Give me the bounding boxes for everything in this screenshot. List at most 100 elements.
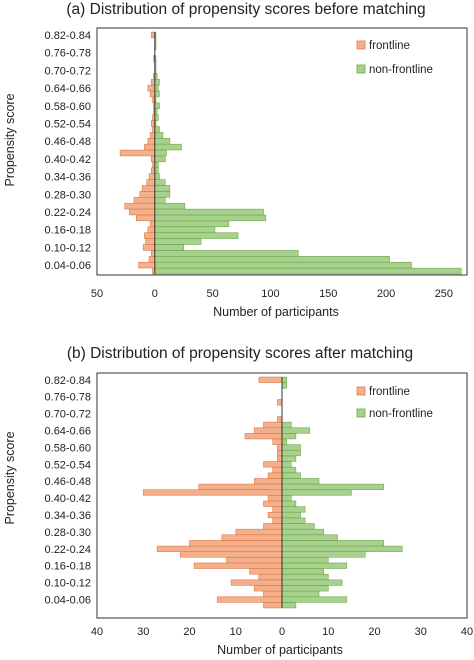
y-tick-label: 0.22-0.24 xyxy=(45,207,91,219)
bar-nonfrontline-0.42-0.44 xyxy=(281,489,352,496)
bar-nonfrontline-0.58-0.60 xyxy=(281,444,301,451)
bar-nonfrontline-0.66-0.68 xyxy=(154,78,160,86)
y-tick-label: 0.64-0.66 xyxy=(45,426,91,438)
bar-nonfrontline-0.14-0.16 xyxy=(154,232,239,239)
bar-nonfrontline-0.16-0.18 xyxy=(281,562,348,569)
x-tick-label: 150 xyxy=(319,288,337,300)
bar-nonfrontline-0.56-0.58 xyxy=(281,450,301,457)
y-tick-label: 0.40-0.42 xyxy=(45,154,91,166)
bar-frontline-0.22-0.24 xyxy=(129,208,156,216)
y-tick-label: 0.10-0.12 xyxy=(45,578,91,590)
bar-frontline-0.44-0.46 xyxy=(198,483,283,490)
chart-a-legend: frontline non-frontline xyxy=(356,40,433,76)
chart-a-x-axis-title: Number of participants xyxy=(213,305,339,319)
bar-frontline-0.48-0.50 xyxy=(267,472,283,479)
bar-nonfrontline-0.36-0.38 xyxy=(281,506,306,513)
bar-frontline-0.74-0.76 xyxy=(277,399,283,406)
bar-frontline-0.14-0.16 xyxy=(249,568,283,575)
bar-frontline-0.58-0.60 xyxy=(277,444,283,451)
bar-nonfrontline-0.32-0.34 xyxy=(154,179,166,186)
bar-nonfrontline-0.04-0.06 xyxy=(154,261,412,269)
bar-nonfrontline-0.16-0.18 xyxy=(154,226,216,233)
chart-a-title: (a) Distribution of propensity scores be… xyxy=(66,1,425,18)
bar-frontline-0.40-0.42 xyxy=(151,155,156,163)
bar-frontline-0.20-0.22 xyxy=(179,551,283,558)
chart-a-legend-swatch-frontline xyxy=(356,40,366,50)
bar-nonfrontline-0.28-0.30 xyxy=(281,528,324,535)
bar-frontline-0.34-0.36 xyxy=(148,173,156,180)
bar-nonfrontline-0.32-0.34 xyxy=(281,517,306,524)
bar-frontline-0.62-0.64 xyxy=(244,433,283,440)
chart-a-bars xyxy=(119,31,462,275)
bar-frontline-0.40-0.42 xyxy=(267,495,283,502)
bar-frontline-0.24-0.26 xyxy=(124,202,156,210)
bar-frontline-0.56-0.58 xyxy=(277,450,283,457)
chart-b-y-tick-labels: 0.04-0.06 0.10-0.12 0.16-0.18 0.22-0.24 0.28… xyxy=(45,375,91,607)
bar-nonfrontline-0.24-0.26 xyxy=(154,202,186,210)
bar-nonfrontline-0.12-0.14 xyxy=(154,238,202,245)
bar-frontline-0.52-0.54 xyxy=(151,120,156,127)
bar-nonfrontline-0.44-0.46 xyxy=(281,483,385,490)
chart-b-plot-frame xyxy=(96,372,468,619)
y-tick-label: 0.16-0.18 xyxy=(45,225,91,237)
x-tick-label: 20 xyxy=(183,626,195,638)
y-tick-label: 0.58-0.60 xyxy=(45,101,91,113)
x-tick-label: 0 xyxy=(152,288,158,300)
bar-nonfrontline-0.34-0.36 xyxy=(154,173,160,180)
chart-a: (a) Distribution of propensity scores be… xyxy=(3,1,468,319)
bar-nonfrontline-0.50-0.52 xyxy=(281,466,297,474)
bar-nonfrontline-0.28-0.30 xyxy=(154,191,171,198)
y-tick-label: 0.82-0.84 xyxy=(45,375,91,387)
bar-frontline-0.48-0.50 xyxy=(149,132,156,139)
bar-nonfrontline-0.48-0.50 xyxy=(154,132,164,139)
bar-frontline-0.44-0.46 xyxy=(144,143,156,151)
bar-nonfrontline-0.22-0.24 xyxy=(154,208,264,216)
bar-nonfrontline-0.50-0.52 xyxy=(154,126,160,133)
bar-nonfrontline-0.30-0.32 xyxy=(154,185,171,192)
bar-frontline-0.42-0.44 xyxy=(119,149,156,157)
bar-frontline-0.12-0.14 xyxy=(258,573,283,581)
bar-frontline-0.20-0.22 xyxy=(136,214,156,222)
bar-frontline-0.08-0.10 xyxy=(253,585,283,592)
bar-nonfrontline-0.08-0.10 xyxy=(281,585,329,592)
bar-nonfrontline-0.26-0.28 xyxy=(154,197,166,204)
chart-b-legend: frontline non-frontline xyxy=(356,386,433,420)
bar-nonfrontline-0.20-0.22 xyxy=(154,214,267,222)
bar-frontline-0.46-0.48 xyxy=(147,138,156,145)
bar-nonfrontline-0.62-0.64 xyxy=(154,90,160,98)
bar-frontline-0.66-0.68 xyxy=(151,78,156,86)
bar-nonfrontline-0.66-0.68 xyxy=(281,421,292,428)
x-tick-label: 40 xyxy=(91,626,103,638)
bar-nonfrontline-0.62-0.64 xyxy=(281,433,297,440)
y-tick-label: 0.70-0.72 xyxy=(45,409,91,421)
bar-frontline-0.04-0.06 xyxy=(216,596,283,603)
bar-nonfrontline-0.38-0.40 xyxy=(154,161,159,168)
bar-nonfrontline-0.14-0.16 xyxy=(281,568,324,575)
chart-a-plot-frame xyxy=(96,27,468,276)
bar-nonfrontline-0.20-0.22 xyxy=(281,551,366,558)
y-tick-label: 0.46-0.48 xyxy=(45,136,91,148)
bar-frontline-0.16-0.18 xyxy=(193,562,283,569)
bar-frontline-0.34-0.36 xyxy=(267,511,283,519)
y-tick-label: 0.04-0.06 xyxy=(45,595,91,607)
y-tick-label: 0.22-0.24 xyxy=(45,544,91,556)
y-tick-label: 0.58-0.60 xyxy=(45,442,91,454)
chart-b-title: (b) Distribution of propensity scores af… xyxy=(67,345,413,362)
bar-nonfrontline-0.04-0.06 xyxy=(281,596,348,603)
bar-nonfrontline-0.52-0.54 xyxy=(281,461,292,468)
bar-frontline-0.38-0.40 xyxy=(263,500,283,507)
bar-nonfrontline-0.06-0.08 xyxy=(281,590,320,597)
chart-b-legend-swatch-frontline xyxy=(356,386,366,396)
chart-b-bars xyxy=(142,376,403,609)
bar-frontline-0.02-0.04 xyxy=(263,602,283,609)
y-tick-label: 0.34-0.36 xyxy=(45,172,91,184)
y-tick-label: 0.52-0.54 xyxy=(45,118,91,130)
y-tick-label: 0.52-0.54 xyxy=(45,459,91,471)
chart-b-legend-frontline: frontline xyxy=(369,386,410,398)
bar-frontline-0.62-0.64 xyxy=(149,90,156,98)
bar-nonfrontline-0.64-0.66 xyxy=(281,427,311,434)
bar-nonfrontline-0.18-0.20 xyxy=(154,220,230,228)
y-tick-label: 0.28-0.30 xyxy=(45,189,91,201)
bar-nonfrontline-0.46-0.48 xyxy=(281,478,320,485)
